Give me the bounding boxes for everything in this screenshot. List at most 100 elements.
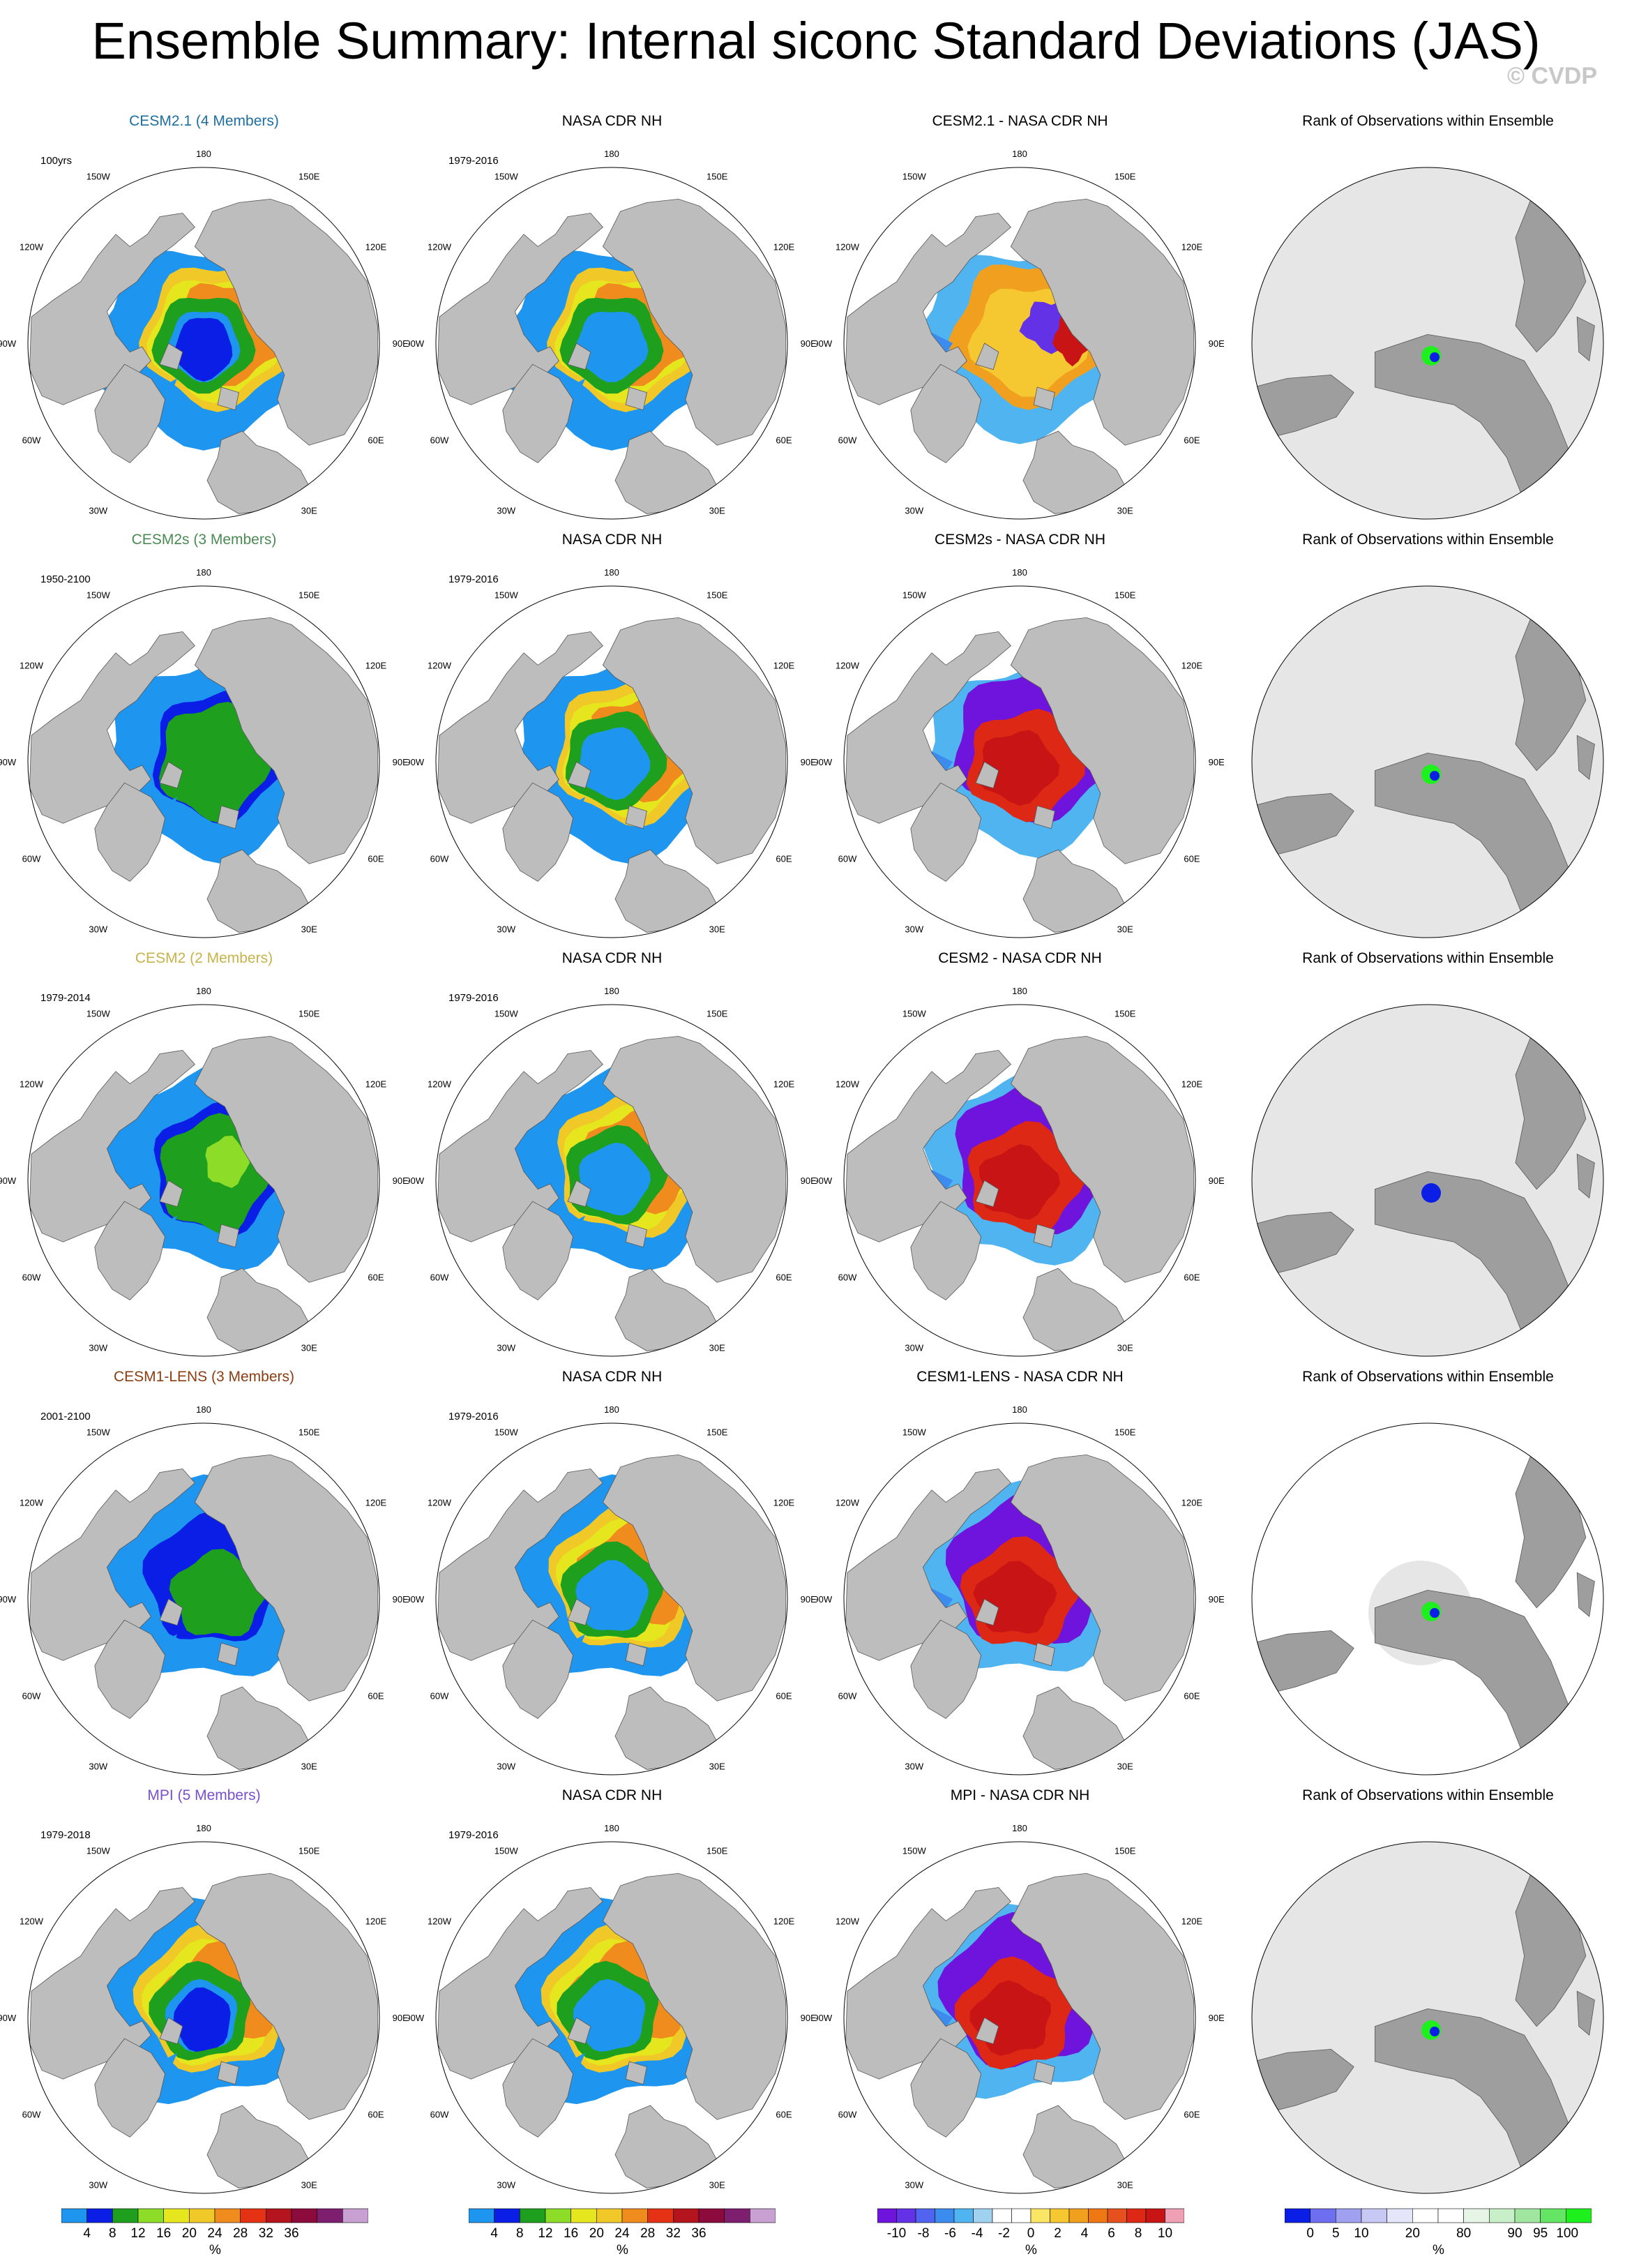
rank-panel-title: Rank of Observations within Ensemble <box>1302 113 1554 129</box>
map-border <box>1251 167 1604 520</box>
longitude-label: 120W <box>428 1079 452 1089</box>
longitude-label: 150W <box>902 1846 927 1856</box>
colorbar-siconc-std-obs: 4 8 12 16 20 24 28 32 36% <box>468 2208 776 2264</box>
longitude-label: 120W <box>836 1497 860 1508</box>
longitude-label: 90E <box>801 757 816 767</box>
longitude-label: 60W <box>22 1691 41 1702</box>
longitude-label: 90E <box>1209 757 1224 767</box>
colorbar-unit: % <box>1433 2243 1444 2258</box>
rank-map-area <box>1252 1005 1603 1356</box>
longitude-label: 90W <box>408 1594 425 1605</box>
longitude-label: 150E <box>707 1009 728 1019</box>
colorbar-swatch <box>877 2208 897 2223</box>
longitude-label: 150E <box>1115 1427 1136 1438</box>
land-mass <box>910 1619 982 1719</box>
colorbar-swatch <box>1126 2208 1147 2223</box>
figure-title: Ensemble Summary: Internal siconc Standa… <box>91 12 1541 70</box>
longitude-label: 60W <box>838 1272 857 1283</box>
longitude-label: 120E <box>1181 1497 1203 1508</box>
longitude-label: 180 <box>1012 567 1027 578</box>
longitude-label: 120E <box>773 1079 795 1089</box>
land-mass <box>602 1035 786 1283</box>
colorbar-swatch <box>953 2208 974 2223</box>
land-mass <box>975 343 999 370</box>
longitude-label: 90W <box>0 2013 17 2023</box>
land-mass <box>194 1035 378 1283</box>
longitude-label: 120E <box>365 660 387 670</box>
land-mass <box>502 363 574 463</box>
longitude-label: 30E <box>709 924 725 934</box>
longitude-label: 60E <box>1184 1691 1200 1702</box>
colorbar-tick-label: -6 <box>944 2226 956 2241</box>
map-border <box>27 585 380 938</box>
land-mass <box>502 2038 574 2138</box>
rank-map <box>1251 1841 1604 2194</box>
colorbar-swatch <box>240 2208 266 2223</box>
land-mass <box>159 343 183 370</box>
longitude-label: 150W <box>902 1009 927 1019</box>
colorbar-swatch <box>494 2208 520 2223</box>
colorbar-swatch <box>1437 2208 1465 2223</box>
colorbar-swatch <box>992 2208 1012 2223</box>
land-mass <box>1576 1572 1595 1617</box>
longitude-label: 150W <box>902 590 927 601</box>
land-mass <box>845 213 1011 405</box>
longitude-label: 90W <box>408 2013 425 2023</box>
longitude-label: 90E <box>801 2013 816 2023</box>
obs-panel: NASA CDR NH 1979-2016 180 150W 150E 120W 120E 9… <box>408 112 816 530</box>
rank-panel-title: Rank of Observations within Ensemble <box>1302 950 1554 966</box>
longitude-label: 30W <box>905 2179 923 2190</box>
colorbar-tick-label: 36 <box>284 2226 299 2241</box>
longitude-label: 150W <box>494 590 519 601</box>
map-border <box>1251 1422 1604 1775</box>
longitude-label: 120E <box>1181 660 1203 670</box>
colorbar-swatch <box>698 2208 725 2223</box>
period-label: 1979-2016 <box>448 992 499 1004</box>
rank-panel: Rank of Observations within Ensemble <box>1224 949 1632 1367</box>
longitude-label: 90W <box>816 1176 833 1186</box>
longitude-label: 90E <box>1209 2013 1224 2023</box>
land-mass <box>1010 1454 1194 1702</box>
colorbar-swatch <box>545 2208 572 2223</box>
land-mass <box>975 2017 999 2045</box>
longitude-label: 150W <box>86 1846 111 1856</box>
land-mass <box>910 782 982 882</box>
colorbar-swatch <box>596 2208 623 2223</box>
colorbar-swatch <box>468 2208 495 2223</box>
map-border <box>27 1004 380 1357</box>
colorbar-tick-label: 16 <box>564 2226 579 2241</box>
longitude-label: 180 <box>196 1823 211 1833</box>
map-area <box>28 586 379 938</box>
colorbar-swatch <box>342 2208 369 2223</box>
longitude-label: 180 <box>1012 986 1027 996</box>
longitude-label: 150E <box>1115 1846 1136 1856</box>
colorbar-tick-label: 10 <box>1157 2226 1173 2241</box>
longitude-label: 90E <box>393 1176 408 1186</box>
colorbar-swatch <box>61 2208 88 2223</box>
rank-spot <box>1430 1189 1440 1199</box>
model-map: 180150W150E120W120E90W90E60W60E30W30E0 <box>0 567 408 938</box>
land-mass <box>437 631 603 824</box>
model-panel-title: CESM2s (3 Members) <box>131 532 277 548</box>
diff-map: 180150W150E120W120E90W90E60W60E30W30E0 <box>816 149 1224 520</box>
land-mass <box>567 343 591 370</box>
period-label: 2001-2100 <box>40 1411 91 1422</box>
longitude-label: 60W <box>22 1272 41 1283</box>
map-border <box>1251 1004 1604 1357</box>
longitude-label: 30E <box>301 2179 317 2190</box>
obs-panel: NASA CDR NH 1979-2016 180 150W 150E 120W 120E 9… <box>408 530 816 949</box>
model-panel-title: MPI (5 Members) <box>147 1787 261 1803</box>
longitude-label: 150E <box>299 590 320 601</box>
land-mass <box>94 1201 166 1300</box>
map-border <box>435 1004 788 1357</box>
longitude-label: 180 <box>196 149 211 159</box>
land-mass <box>845 1887 1011 2080</box>
longitude-label: 90E <box>393 1594 408 1605</box>
colorbar-swatch <box>1284 2208 1311 2223</box>
map-border <box>843 1841 1196 2194</box>
longitude-label: 30W <box>89 924 107 934</box>
colorbar-tick-label: 4 <box>1080 2226 1089 2241</box>
obs-panel-title: NASA CDR NH <box>561 532 663 548</box>
colorbar-swatch <box>1011 2208 1032 2223</box>
colorbar-tick-label: 12 <box>130 2226 146 2241</box>
